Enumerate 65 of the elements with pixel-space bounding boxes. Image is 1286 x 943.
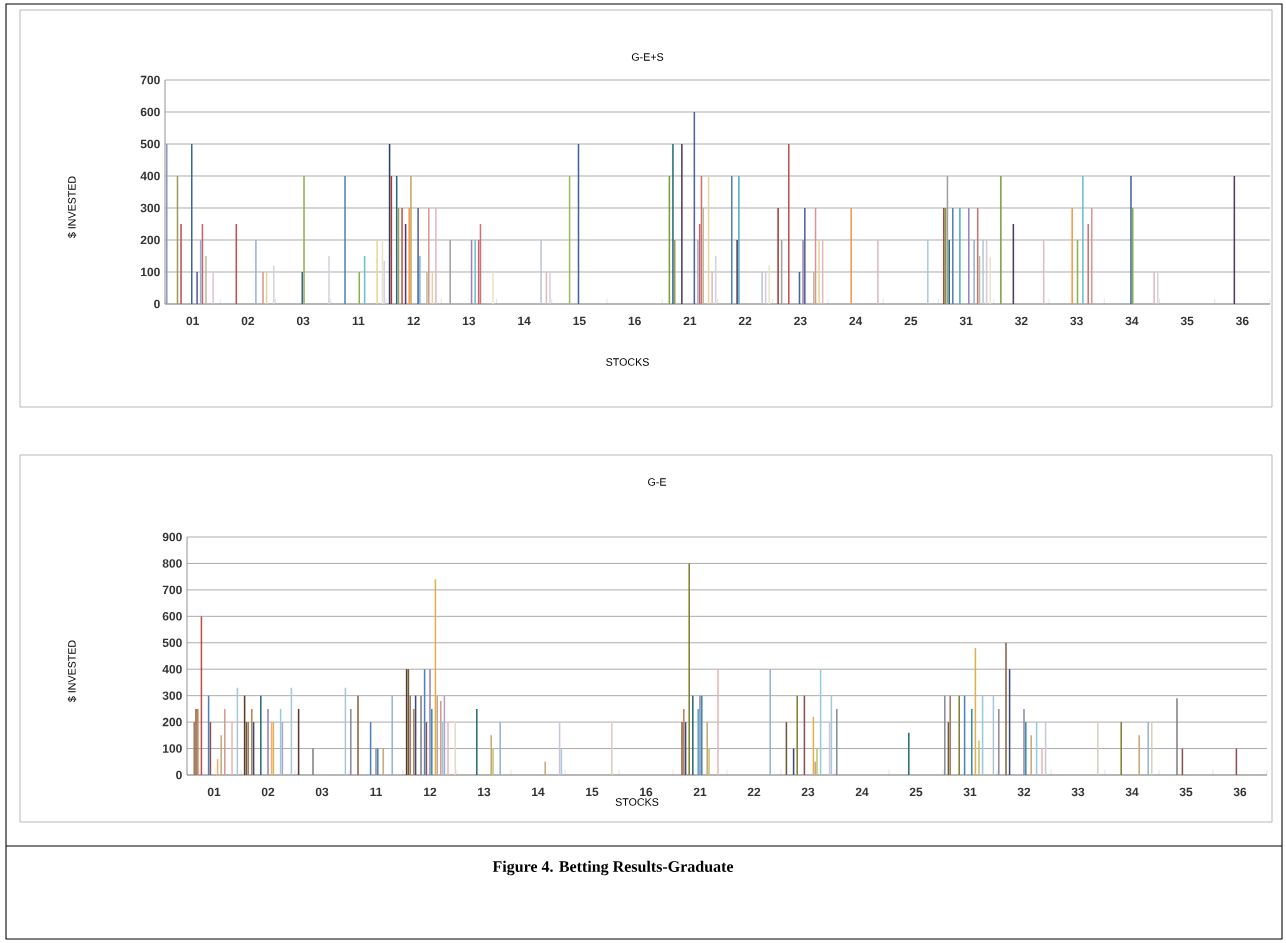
x-tick-label: 21	[693, 787, 707, 797]
x-tick-label: 32	[1014, 316, 1028, 326]
x-tick-label: 23	[801, 787, 815, 797]
x-tick-label: 02	[241, 316, 255, 326]
y-tick-label: 0	[176, 770, 182, 780]
x-tick-label: 32	[1017, 787, 1031, 797]
y-tick-label: 900	[162, 532, 182, 542]
y-axis-title: $ INVESTED	[67, 176, 77, 238]
x-tick-label: 14	[532, 787, 545, 796]
x-tick-label: 13	[478, 787, 491, 797]
x-tick-label: 33	[1071, 787, 1085, 797]
x-tick-label: 11	[370, 787, 383, 796]
y-tick-label: 500	[162, 638, 182, 648]
x-tick-label: 11	[352, 316, 365, 325]
x-axis-title: STOCKS	[606, 358, 649, 366]
x-tick-label: 21	[683, 316, 697, 326]
y-tick-label: 0	[154, 299, 160, 309]
y-tick-label: 400	[140, 171, 160, 181]
x-tick-label: 31	[963, 787, 977, 797]
chart-title: G-E	[648, 478, 667, 486]
y-tick-label: 200	[140, 235, 160, 245]
x-tick-label: 23	[794, 316, 807, 326]
y-tick-label: 100	[141, 267, 160, 277]
y-tick-label: 600	[140, 107, 160, 117]
x-tick-label: 36	[1233, 787, 1247, 797]
x-tick-label: 16	[640, 787, 653, 797]
y-tick-label: 200	[162, 717, 182, 727]
y-tick-label: 300	[162, 691, 182, 700]
x-tick-label: 25	[909, 787, 923, 797]
y-tick-label: 300	[140, 203, 160, 213]
x-axis-title: STOCKS	[615, 798, 659, 806]
x-tick-label: 16	[628, 316, 641, 326]
x-tick-label: 31	[959, 316, 973, 326]
x-tick-label: 25	[904, 316, 918, 326]
x-tick-label: 03	[315, 787, 329, 797]
x-tick-label: 13	[462, 316, 476, 326]
x-tick-label: 22	[738, 316, 752, 326]
y-tick-label: 600	[162, 612, 182, 621]
x-tick-label: 12	[424, 787, 437, 797]
y-tick-label: 400	[162, 664, 182, 674]
x-tick-label: 15	[573, 316, 586, 326]
y-tick-label: 100	[163, 744, 182, 753]
y-tick-label: 500	[140, 139, 160, 149]
caption: Figure 4. Betting Results-Graduate	[492, 860, 734, 876]
x-tick-label: 34	[1125, 316, 1139, 326]
x-tick-label: 02	[261, 787, 275, 797]
chart-title: G-E+S	[631, 53, 664, 61]
x-tick-label: 12	[407, 316, 420, 326]
x-tick-label: 01	[207, 787, 221, 797]
x-tick-label: 34	[1125, 787, 1139, 797]
y-axis-title: $ INVESTED	[67, 640, 77, 702]
y-tick-label: 700	[162, 585, 182, 595]
x-tick-label: 35	[1179, 787, 1193, 797]
x-tick-label: 01	[186, 316, 199, 326]
y-tick-label: 700	[140, 75, 160, 85]
x-tick-label: 15	[586, 787, 599, 797]
x-tick-label: 03	[296, 316, 310, 326]
x-tick-label: 33	[1070, 316, 1083, 326]
x-tick-label: 22	[747, 787, 761, 797]
x-tick-label: 24	[855, 787, 869, 797]
x-tick-label: 35	[1180, 316, 1194, 326]
y-tick-label: 800	[162, 559, 182, 568]
x-tick-label: 14	[518, 316, 531, 325]
x-tick-label: 24	[849, 316, 863, 326]
x-tick-label: 36	[1235, 316, 1249, 326]
